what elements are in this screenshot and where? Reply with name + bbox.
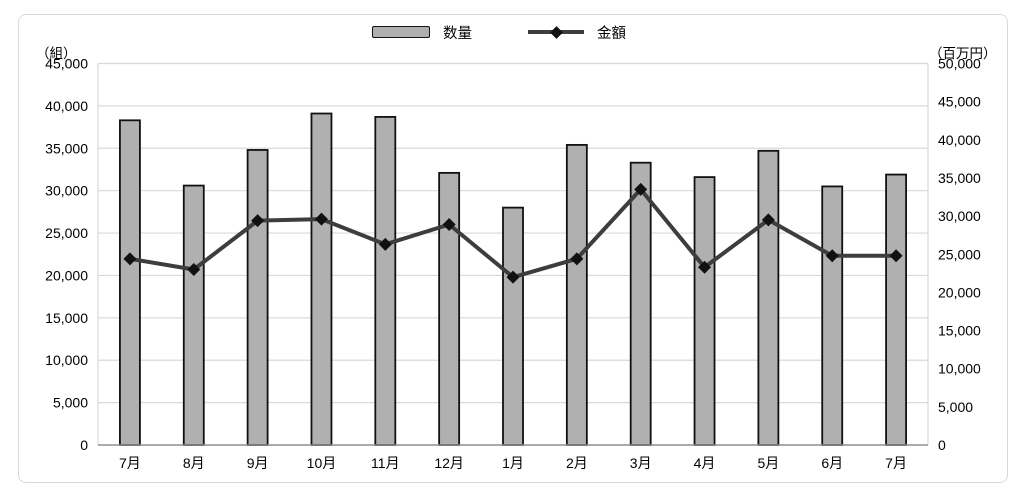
- x-axis-category-label: 2月: [566, 455, 588, 471]
- legend-item-quantity: 数量: [372, 22, 472, 43]
- right-axis-tick-label: 5,000: [938, 399, 973, 415]
- right-axis-tick-label: 35,000: [938, 170, 981, 186]
- left-axis-tick-label: 15,000: [45, 310, 88, 326]
- amount-marker: [889, 249, 903, 263]
- x-axis-category-label: 4月: [694, 455, 716, 471]
- amount-marker: [378, 237, 392, 251]
- right-axis-tick-label: 30,000: [938, 208, 981, 224]
- x-axis-category-label: 11月: [371, 455, 400, 471]
- x-axis-category-label: 7月: [119, 455, 141, 471]
- legend-label-quantity: 数量: [443, 25, 472, 42]
- x-axis-category-label: 6月: [821, 455, 843, 471]
- amount-marker: [251, 214, 265, 228]
- right-axis-tick-label: 0: [938, 437, 946, 453]
- quantity-bar: [629, 161, 652, 446]
- left-axis-tick-label: 10,000: [45, 352, 88, 368]
- quantity-bar: [182, 184, 205, 446]
- quantity-bar: [246, 149, 269, 446]
- x-axis-category-label: 3月: [630, 455, 652, 471]
- x-axis-category-label: 5月: [757, 455, 779, 471]
- quantity-bar: [565, 143, 588, 446]
- left-axis-tick-label: 25,000: [45, 225, 88, 241]
- right-axis-tick-label: 50,000: [938, 56, 981, 72]
- amount-line-swatch-icon: [528, 25, 584, 39]
- quantity-bar: [438, 171, 461, 446]
- quantity-bar: [310, 112, 333, 446]
- left-axis-tick-label: 0: [80, 437, 88, 453]
- amount-marker: [570, 252, 584, 266]
- amount-marker: [314, 212, 328, 226]
- left-axis-tick-label: 35,000: [45, 140, 88, 156]
- right-axis-tick-label: 15,000: [938, 323, 981, 339]
- right-axis-tick-label: 10,000: [938, 361, 981, 377]
- left-axis-unit: （組）: [36, 46, 77, 61]
- legend-item-amount: 金額: [528, 22, 626, 43]
- amount-marker: [634, 182, 648, 196]
- quantity-bar: [757, 149, 780, 446]
- quantity-bar: [119, 119, 141, 446]
- right-axis-tick-label: 40,000: [938, 132, 981, 148]
- quantity-bar: [502, 206, 524, 446]
- left-axis-tick-label: 30,000: [45, 183, 88, 199]
- diamond-marker-icon: [549, 25, 563, 39]
- x-axis-category-label: 10月: [307, 455, 337, 471]
- amount-marker: [123, 252, 137, 266]
- right-axis-tick-label: 20,000: [938, 284, 981, 300]
- quantity-bar: [374, 116, 397, 446]
- amount-marker: [442, 217, 456, 231]
- quantity-bar: [885, 173, 907, 446]
- x-axis-category-label: 7月: [885, 455, 907, 471]
- x-axis-category-label: 9月: [247, 455, 269, 471]
- right-axis-unit: （百万円）: [929, 46, 997, 61]
- quantity-bar-swatch-icon: [372, 26, 430, 38]
- amount-marker: [187, 263, 201, 277]
- x-axis-category-label: 8月: [183, 455, 205, 471]
- left-axis-tick-label: 5,000: [53, 395, 88, 411]
- amount-marker: [761, 213, 775, 227]
- left-axis-tick-label: 20,000: [45, 267, 88, 283]
- x-axis-category-label: 12月: [434, 455, 464, 471]
- right-axis-tick-label: 45,000: [938, 94, 981, 110]
- legend-label-amount: 金額: [597, 25, 626, 42]
- right-axis-tick-label: 25,000: [938, 246, 981, 262]
- left-axis-tick-label: 40,000: [45, 98, 88, 114]
- left-axis-tick-label: 45,000: [45, 56, 88, 72]
- x-axis-category-label: 1月: [502, 455, 524, 471]
- amount-marker: [825, 249, 839, 263]
- quantity-bar: [821, 185, 844, 446]
- amount-marker: [698, 260, 712, 274]
- amount-marker: [506, 270, 520, 284]
- quantity-bar: [693, 176, 716, 446]
- legend: 数量 金額: [372, 21, 626, 43]
